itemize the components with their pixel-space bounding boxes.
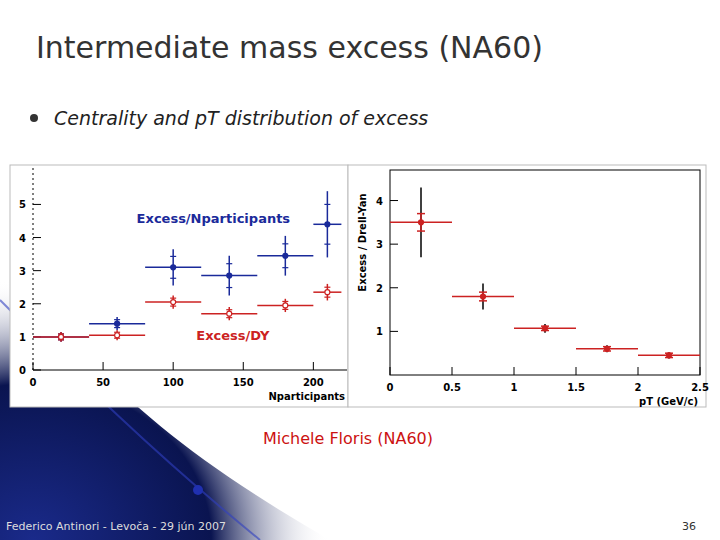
y-tick [33, 270, 41, 271]
x-axis-label: pT (GeV/c) [639, 396, 698, 407]
x-tick-label: 1.5 [567, 382, 585, 393]
data-point [543, 326, 548, 331]
y-tick [390, 287, 398, 288]
error-cap [226, 287, 232, 288]
x-tick [173, 362, 174, 370]
x-tick-label: 2 [635, 382, 642, 393]
y-tick-label: 5 [19, 199, 26, 210]
y-tick-label: 1 [376, 326, 383, 337]
error-cap [282, 243, 288, 244]
x-tick [452, 367, 453, 375]
data-point [171, 265, 176, 270]
x-axis-label: Nparticipants [268, 391, 345, 402]
error-cap [324, 204, 330, 205]
y-tick [390, 200, 398, 201]
y-tick [390, 331, 398, 332]
x-tick-label: 0 [30, 377, 37, 388]
error-cap [170, 278, 176, 279]
chart: 0 50 100 150 200 0 1 2 3 4 5 Nparticipants Excess/Np… [19, 168, 347, 402]
page-number: 36 [682, 520, 696, 533]
chart-panel [10, 165, 348, 407]
credit: Michele Floris (NA60) [263, 429, 433, 448]
error-cap [114, 327, 120, 328]
x-tick [514, 367, 515, 375]
slide-title: Intermediate mass excess (NA60) [36, 30, 543, 65]
error-cap [170, 305, 176, 306]
plot-frame [390, 170, 700, 375]
series-label: Excess/Nparticipants [137, 211, 291, 226]
error-cap [226, 317, 232, 318]
error-cap [170, 256, 176, 257]
data-group [390, 187, 700, 358]
y-axis-label: Excess / Drell-Yan [357, 193, 368, 291]
data-point [115, 333, 120, 338]
error-cap [226, 263, 232, 264]
data-group [33, 191, 341, 342]
data-point [605, 346, 610, 351]
y-tick-label: 1 [19, 332, 26, 343]
y-tick-label: 3 [19, 266, 26, 277]
x-tick [243, 362, 244, 370]
data-point [59, 334, 64, 339]
y-tick-label: 3 [376, 239, 383, 250]
data-point [227, 273, 232, 278]
data-point [283, 253, 288, 258]
chart: 0 0.5 1 1.5 2 2.5 1 2 3 4 pT (GeV/c) Excess / Drell… [357, 170, 709, 407]
y-tick [33, 303, 41, 304]
x-tick [576, 367, 577, 375]
chart-panel [348, 165, 706, 407]
y-tick [33, 204, 41, 205]
decoration [193, 485, 203, 495]
x-tick [313, 362, 314, 370]
y-tick [33, 370, 41, 371]
y-tick-label: 2 [376, 283, 383, 294]
x-tick-label: 0.5 [443, 382, 461, 393]
x-tick [700, 367, 701, 375]
x-tick-label: 150 [233, 377, 254, 388]
footer: Federico Antinori - Levoča - 29 jún 2007 [6, 520, 226, 533]
data-point [59, 334, 64, 339]
error-cap [226, 309, 232, 310]
x-tick [33, 362, 34, 370]
x-tick-label: 200 [303, 377, 324, 388]
series-label: Excess/DY [196, 328, 270, 343]
y-tick [390, 244, 398, 245]
x-tick [638, 367, 639, 375]
bullet-dot [30, 114, 38, 122]
data-point [325, 290, 330, 295]
data-point [325, 222, 330, 227]
x-axis [33, 370, 347, 371]
y-axis [33, 168, 34, 370]
data-point [419, 220, 424, 225]
y-tick [33, 237, 41, 238]
x-tick [103, 362, 104, 370]
x-tick-label: 0 [387, 382, 394, 393]
data-point [115, 321, 120, 326]
data-point [283, 303, 288, 308]
y-tick-label: 2 [19, 299, 26, 310]
data-point [481, 294, 486, 299]
error-cap [170, 298, 176, 299]
error-cap [324, 244, 330, 245]
background [0, 0, 720, 540]
y-tick-label: 0 [19, 365, 26, 376]
y-tick-label: 4 [376, 196, 383, 207]
error-cap [282, 301, 288, 302]
error-cap [114, 319, 120, 320]
x-tick-label: 100 [163, 377, 184, 388]
x-tick-label: 2.5 [691, 382, 709, 393]
x-tick-label: 50 [96, 377, 110, 388]
error-cap [324, 297, 330, 298]
bullet-text: Centrality and pT distribution of excess [54, 107, 428, 129]
data-point [171, 300, 176, 305]
error-cap [324, 287, 330, 288]
data-point [227, 311, 232, 316]
data-point [667, 353, 672, 358]
error-cap [282, 267, 288, 268]
x-tick [390, 367, 391, 375]
error-cap [282, 309, 288, 310]
y-tick-label: 4 [19, 233, 26, 244]
x-tick-label: 1 [511, 382, 518, 393]
